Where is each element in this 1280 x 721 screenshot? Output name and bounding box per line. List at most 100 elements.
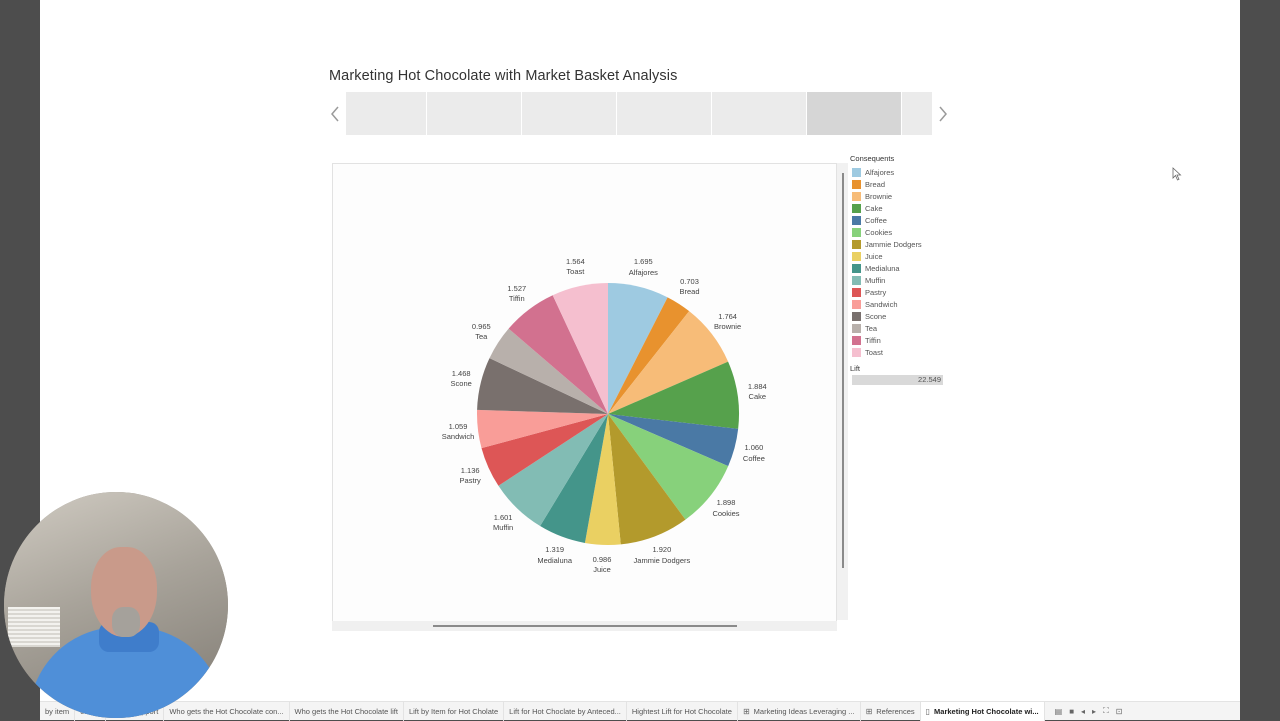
legend-item-sandwich[interactable]: Sandwich xyxy=(850,298,960,310)
pie-slice-juice[interactable] xyxy=(584,414,621,546)
pie-label-value: 1.136 xyxy=(460,465,480,475)
story-point-7[interactable] xyxy=(902,92,932,135)
pie-label-value: 1.468 xyxy=(451,368,471,378)
pie-label-alfajores: 1.695 Alfajores xyxy=(629,257,658,278)
pie-label-category: Brownie xyxy=(714,322,742,332)
show-tabs-icon[interactable]: ■ xyxy=(1069,706,1075,716)
legend-item-muffin[interactable]: Muffin xyxy=(850,274,960,286)
show-filmstrip-icon[interactable]: ▤ xyxy=(1054,706,1063,716)
pie-slice-sandwich[interactable] xyxy=(477,409,608,449)
story-next-button[interactable] xyxy=(935,92,951,135)
pie-slice-muffin[interactable] xyxy=(498,414,608,527)
legend-item-coffee[interactable]: Coffee xyxy=(850,214,960,226)
mouse-cursor-icon xyxy=(1172,167,1182,181)
legend-label: Jammie Dodgers xyxy=(865,239,922,249)
pie-slice-scone[interactable] xyxy=(477,358,608,414)
legend-swatch xyxy=(852,203,861,213)
pie-label-value: 1.764 xyxy=(718,311,737,321)
sheet-tab-9[interactable]: ⊞ Marketing Ideas Leveraging ... xyxy=(738,701,861,721)
legend-swatch xyxy=(852,299,861,309)
pie-label-category: Scone xyxy=(450,379,472,389)
horizontal-scrollbar-thumb[interactable] xyxy=(433,625,737,627)
legend-swatch xyxy=(852,335,861,345)
story-point-5[interactable] xyxy=(712,92,806,135)
pie-slice-jammie-dodgers[interactable] xyxy=(608,414,686,545)
pie-label-value: 1.884 xyxy=(747,381,767,391)
presentation-mode-icon[interactable]: ⊡ xyxy=(1115,706,1123,716)
pie-slice-medialuna[interactable] xyxy=(540,414,608,543)
pie-label-tea: 0.965 Tea xyxy=(472,322,491,343)
pie-label-category: Toast xyxy=(566,267,585,277)
story-point-3[interactable] xyxy=(522,92,616,135)
legend-item-alfajores[interactable]: Alfajores xyxy=(850,166,960,178)
sheet-tab-5[interactable]: Who gets the Hot Chocolate lift xyxy=(290,701,404,721)
legend-item-bread[interactable]: Bread xyxy=(850,178,960,190)
chevron-left-icon xyxy=(331,106,339,121)
story-point-6[interactable] xyxy=(807,92,901,135)
legend-item-brownie[interactable]: Brownie xyxy=(850,190,960,202)
story-prev-button[interactable] xyxy=(327,92,343,135)
story-point-4[interactable] xyxy=(617,92,711,135)
sheet-tab-11[interactable]: ▯ Marketing Hot Chocolate wi... xyxy=(920,701,1045,721)
legend-item-toast[interactable]: Toast xyxy=(850,346,960,358)
legend-label: Scone xyxy=(865,311,887,321)
pie-label-value: 1.319 xyxy=(545,545,565,555)
vertical-scrollbar-thumb[interactable] xyxy=(842,173,844,568)
legend-label: Cookies xyxy=(865,227,893,237)
pie-label-cookies: 1.898 Cookies xyxy=(712,498,739,519)
pie-label-value: 1.059 xyxy=(448,421,468,431)
story-point-2[interactable] xyxy=(427,92,521,135)
legend-item-scone[interactable]: Scone xyxy=(850,310,960,322)
pie-label-category: Pastry xyxy=(459,476,481,486)
story-navigator xyxy=(329,92,951,135)
legend-item-tiffin[interactable]: Tiffin xyxy=(850,334,960,346)
legend-label: Muffin xyxy=(865,275,886,285)
pie-slice-tea[interactable] xyxy=(489,328,608,414)
legend-item-jammie-dodgers[interactable]: Jammie Dodgers xyxy=(850,238,960,250)
webcam-person-beard xyxy=(112,607,140,637)
pie-label-category: Tea xyxy=(475,332,488,342)
pie-slice-tiffin[interactable] xyxy=(508,295,608,414)
sheet-tab-7[interactable]: Lift for Hot Choclate by Anteced... xyxy=(504,701,627,721)
horizontal-scrollbar[interactable] xyxy=(332,621,837,631)
pie-slice-coffee[interactable] xyxy=(608,414,739,467)
legend-label: Pastry xyxy=(865,287,887,297)
legend-swatch xyxy=(852,239,861,249)
pie-slice-pastry[interactable] xyxy=(481,414,608,486)
legend-item-pastry[interactable]: Pastry xyxy=(850,286,960,298)
scroll-tabs-left-icon[interactable]: ◂ xyxy=(1081,706,1086,716)
legend-label: Medialuna xyxy=(865,263,900,273)
vertical-scrollbar[interactable] xyxy=(837,163,848,620)
sheet-tab-6[interactable]: Lift by Item for Hot Cholate xyxy=(404,701,505,721)
sheet-tab-10[interactable]: ⊞ References xyxy=(861,701,921,721)
pie-label-value: 1.060 xyxy=(744,443,764,452)
sheet-tab-label: References xyxy=(876,706,915,716)
pie-slice-cookies[interactable] xyxy=(608,414,729,520)
size-legend-bar: 22.549 xyxy=(852,375,943,385)
story-point-1[interactable] xyxy=(346,92,426,135)
legend-swatch xyxy=(852,263,861,273)
scroll-tabs-right-icon[interactable]: ▸ xyxy=(1092,706,1097,716)
pie-slice-cake[interactable] xyxy=(608,361,740,429)
legend-item-juice[interactable]: Juice xyxy=(850,250,960,262)
sheet-tab-8[interactable]: Hightest Lift for Hot Chocolate xyxy=(627,701,738,721)
legend-item-cake[interactable]: Cake xyxy=(850,202,960,214)
pie-slice-bread[interactable] xyxy=(608,297,690,414)
legend-label: Tiffin xyxy=(865,335,881,345)
legend-item-medialuna[interactable]: Medialuna xyxy=(850,262,960,274)
pie-label-value: 0.965 xyxy=(471,321,491,331)
sheet-tab-label: Marketing Hot Chocolate wi... xyxy=(934,706,1039,716)
pie-label-bread: 0.703 Bread xyxy=(679,277,699,298)
pie-label-cake: 1.884 Cake xyxy=(748,382,767,403)
story-points xyxy=(346,92,933,135)
legend-item-cookies[interactable]: Cookies xyxy=(850,226,960,238)
fullscreen-icon[interactable]: ⛶ xyxy=(1103,706,1109,715)
pie-label-category: Sandwich xyxy=(441,432,475,441)
legend-label: Bread xyxy=(865,179,886,189)
pie-label-medialuna: 1.319 Medialuna xyxy=(537,545,572,566)
pie-slice-alfajores[interactable] xyxy=(608,283,668,414)
pie-slice-brownie[interactable] xyxy=(608,311,729,414)
legend-item-tea[interactable]: Tea xyxy=(850,322,960,334)
pie-slice-toast[interactable] xyxy=(552,283,608,414)
pie-chart xyxy=(477,283,740,546)
